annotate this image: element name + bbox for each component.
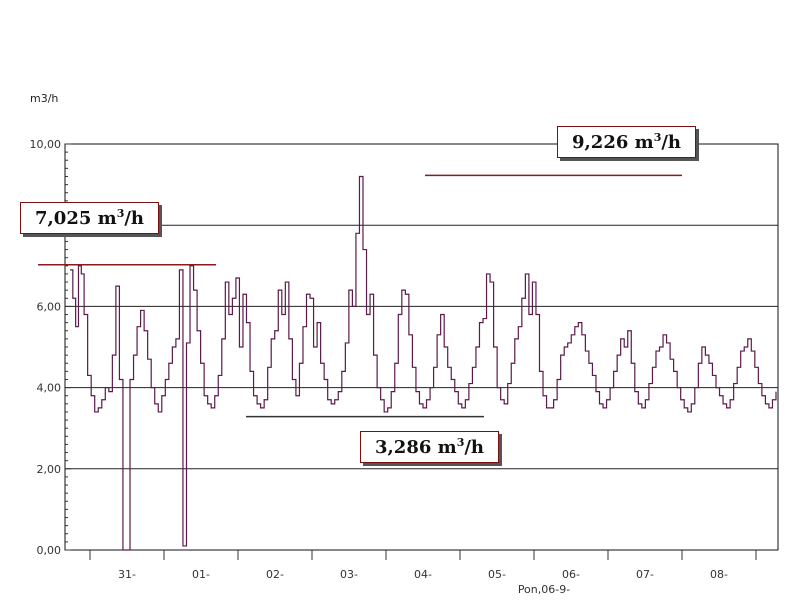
x-tick-label: 31- <box>118 568 136 581</box>
x-tick-label: 05- <box>488 568 506 581</box>
y-tick-label: 0,00 <box>37 544 62 557</box>
left-peak-callout: 7,025 m3/h <box>20 202 160 234</box>
x-tick-label: 02- <box>266 568 284 581</box>
x-tick-label: 07- <box>636 568 654 581</box>
y-tick-label: 2,00 <box>37 463 62 476</box>
x-sub-label: Pon,06-9- <box>518 583 570 596</box>
x-tick-label: 04- <box>414 568 432 581</box>
y-tick-label: 4,00 <box>37 382 62 395</box>
x-tick-label: 03- <box>340 568 358 581</box>
min-value-callout: 3,286 m3/h <box>360 431 500 463</box>
x-tick-label: 08- <box>710 568 728 581</box>
x-tick-label: 06- <box>562 568 580 581</box>
y-tick-label: 10,00 <box>30 138 62 151</box>
flow-series-line <box>70 175 777 551</box>
x-tick-label: 01- <box>192 568 210 581</box>
y-axis-unit-label: m3/h <box>30 92 59 105</box>
max-value-callout: 9,226 m3/h <box>557 126 697 158</box>
y-tick-label: 6,00 <box>37 300 62 313</box>
